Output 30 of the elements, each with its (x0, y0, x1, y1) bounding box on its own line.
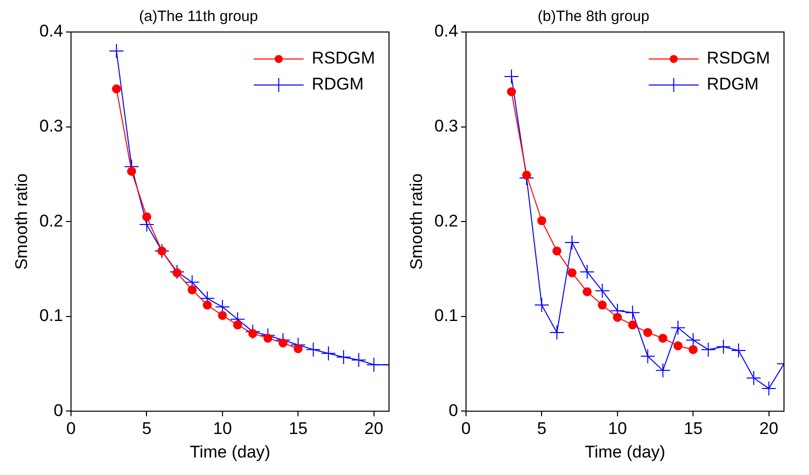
y-tick-label: 0.4 (39, 22, 64, 41)
x-tick-label: 15 (684, 419, 703, 438)
x-axis-title: Time (day) (190, 442, 270, 462)
x-axis-title: Time (day) (584, 442, 666, 462)
x-tick-label: 0 (66, 419, 76, 438)
y-tick-label: 0.2 (434, 211, 458, 230)
y-tick-label: 0.3 (39, 116, 64, 136)
y-tick-label: 0.4 (434, 22, 458, 41)
x-tick-label: 20 (364, 419, 384, 438)
chart-title: (a)The 11th group (139, 8, 258, 26)
y-tick-label: 0.2 (39, 211, 64, 230)
x-tick-label: 20 (759, 419, 778, 438)
x-tick-label: 0 (461, 419, 471, 438)
x-tick-label: 10 (212, 419, 232, 438)
y-tick-label: 0.3 (434, 116, 458, 136)
y-axis-title: Smooth ratio (406, 173, 426, 270)
y-tick-label: 0.1 (39, 306, 64, 326)
x-tick-label: 10 (608, 419, 627, 438)
chart-title: (b)The 8th group (538, 8, 650, 26)
x-tick-label: 5 (142, 419, 152, 438)
x-tick-label: 5 (537, 419, 546, 438)
y-tick-label: 0.1 (434, 306, 458, 326)
y-tick-label: 0 (448, 400, 458, 420)
legend-label: RDGM (706, 74, 759, 94)
legend-label: RSDGM (312, 48, 376, 68)
y-axis-title: Smooth ratio (12, 173, 31, 270)
legend-label: RDGM (312, 74, 364, 94)
legend-label: RSDGM (706, 48, 770, 68)
x-tick-label: 15 (288, 419, 308, 438)
y-tick-label: 0 (54, 400, 64, 420)
